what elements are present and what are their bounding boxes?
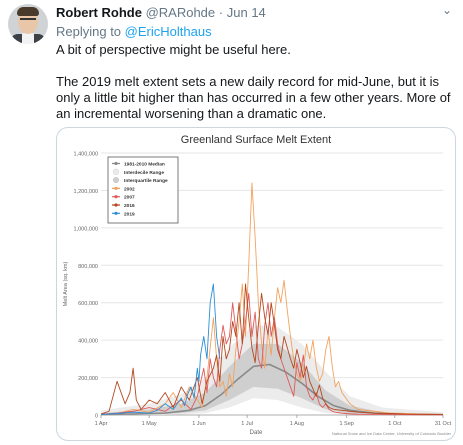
replying-to: Replying to @EricHolthaus — [56, 24, 212, 39]
legend-label: 2002 — [124, 186, 135, 192]
y-tick-label: 1,000,000 — [74, 226, 98, 232]
x-tick-label: 31 Oct — [435, 421, 452, 427]
interquartile-band — [101, 343, 443, 415]
legend-swatch — [113, 177, 120, 184]
legend-marker — [114, 211, 118, 215]
chart-title: Greenland Surface Melt Extent — [180, 134, 332, 146]
median-line — [100, 363, 444, 416]
avatar-hair — [17, 7, 39, 16]
x-axis-label: Date — [250, 430, 263, 436]
avatar[interactable] — [8, 4, 48, 44]
x-tick-label: 1 Aug — [290, 421, 304, 427]
y-axis-label: Melt Area (sq. km) — [63, 262, 69, 307]
header-separator: · — [218, 5, 224, 20]
tweet-text-paragraph-1: A bit of perspective might be useful her… — [56, 42, 291, 57]
legend-swatch — [113, 168, 120, 175]
legend-marker — [114, 195, 118, 199]
legend-label: Interquartile Range — [124, 178, 168, 184]
chart-credit: National Snow and Ice Data Center, Unive… — [332, 431, 452, 436]
y-tick-label: 600,000 — [78, 301, 98, 307]
series-line-2019 — [100, 283, 221, 415]
avatar-face — [18, 10, 38, 34]
replying-handle-link[interactable]: @EricHolthaus — [124, 24, 212, 39]
y-tick-label: 1,200,000 — [74, 189, 98, 195]
legend-marker — [114, 161, 118, 166]
author-name[interactable]: Robert Rohde — [56, 5, 142, 20]
y-tick-label: 1,400,000 — [74, 152, 98, 158]
legend-label: Interdecile Range — [124, 170, 164, 176]
legend-label: 2019 — [124, 211, 135, 217]
x-tick-label: 1 Jul — [241, 421, 253, 427]
melt-extent-chart: 0 200,000 400,000 600,000 800,000 1,000,000 1,… — [63, 152, 452, 437]
legend-label: 2016 — [124, 203, 135, 209]
legend-box — [107, 156, 179, 224]
legend-marker — [114, 186, 118, 190]
tweet-header: Robert Rohde @RARohde · Jun 14 — [56, 5, 266, 20]
y-tick-label: 0 — [95, 414, 98, 420]
x-tick-label: 1 Oct — [388, 421, 402, 427]
avatar-jacket-left — [10, 34, 22, 44]
y-tick-label: 200,000 — [78, 376, 98, 382]
chevron-down-icon[interactable]: ⌄ — [441, 3, 453, 17]
y-tick-label: 800,000 — [78, 264, 98, 270]
x-tick-label: 1 Sep — [339, 421, 353, 427]
tweet-text-paragraph-2: The 2019 melt extent sets a new daily re… — [56, 74, 451, 121]
legend-label: 1981-2010 Median — [124, 162, 165, 168]
chart-image[interactable]: Greenland Surface Melt Extent 0 200,000 40… — [56, 127, 456, 441]
tweet-date[interactable]: Jun 14 — [226, 5, 266, 20]
avatar-glasses — [20, 18, 36, 24]
replying-prefix: Replying to — [56, 24, 122, 39]
x-tick-label: 1 Jun — [192, 421, 205, 427]
avatar-shirt — [12, 33, 44, 44]
author-handle[interactable]: @RARohde — [145, 5, 216, 20]
y-tick-label: 400,000 — [78, 339, 98, 345]
avatar-jacket-right — [34, 34, 46, 44]
legend-marker — [114, 203, 118, 207]
x-tick-label: 1 May — [142, 421, 157, 427]
series-line-2016 — [100, 283, 444, 415]
x-tick-label: 1 Apr — [95, 421, 108, 427]
legend-label: 2007 — [124, 195, 135, 201]
